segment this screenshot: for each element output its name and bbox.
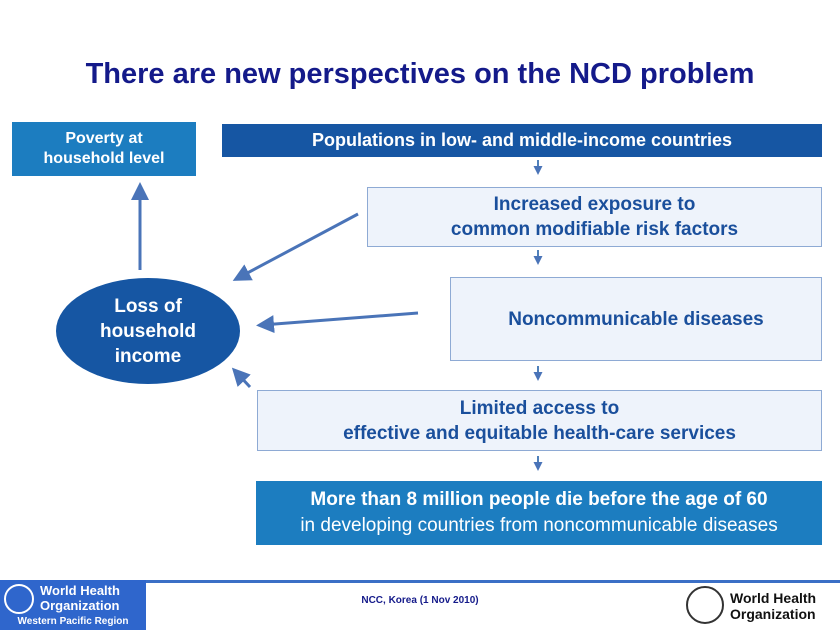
populations-box: Populations in low- and middle-income co… [222, 124, 822, 157]
arrow-exposure-to-income [232, 212, 359, 281]
access-line2: effective and equitable health-care serv… [343, 422, 736, 444]
slide-title: There are new perspectives on the NCD pr… [85, 58, 755, 90]
who-emblem-icon [686, 586, 724, 624]
exposure-line2: common modifiable risk factors [450, 219, 739, 240]
right-logo-line2: Organization [730, 606, 816, 622]
left-logo-text: World Health Organization [40, 583, 120, 613]
deaths-line1: More than 8 million people die before th… [310, 489, 768, 510]
left-logo-line2: Organization [40, 598, 120, 613]
footer-center-text: NCC, Korea (1 Nov 2010) [361, 595, 479, 606]
ncd-box: Noncommunicable diseases [450, 277, 822, 361]
exposure-box: Increased exposure to common modifiable … [367, 187, 822, 247]
access-line1: Limited access to [459, 397, 620, 419]
right-logo-text: World Health Organization [730, 590, 816, 622]
who-emblem-icon [4, 584, 34, 614]
income-ellipse: Loss of household income [56, 278, 240, 384]
who-wpr-logo: World Health Organization Western Pacifi… [0, 580, 146, 630]
arrow-ncd-to-income [256, 311, 419, 334]
right-logo-line1: World Health [730, 590, 817, 606]
access-box: Limited access to effective and equitabl… [257, 390, 822, 451]
left-logo-region: Western Pacific Region [17, 616, 129, 627]
deaths-line2: in developing countries from noncommunic… [300, 515, 778, 536]
arrow-access-to-income [231, 367, 252, 389]
footer-divider [146, 580, 840, 583]
poverty-box: Poverty at household level [12, 122, 196, 176]
left-logo-line1: World Health [40, 583, 120, 598]
deaths-box: More than 8 million people die before th… [256, 481, 822, 545]
exposure-line1: Increased exposure to [493, 194, 696, 215]
